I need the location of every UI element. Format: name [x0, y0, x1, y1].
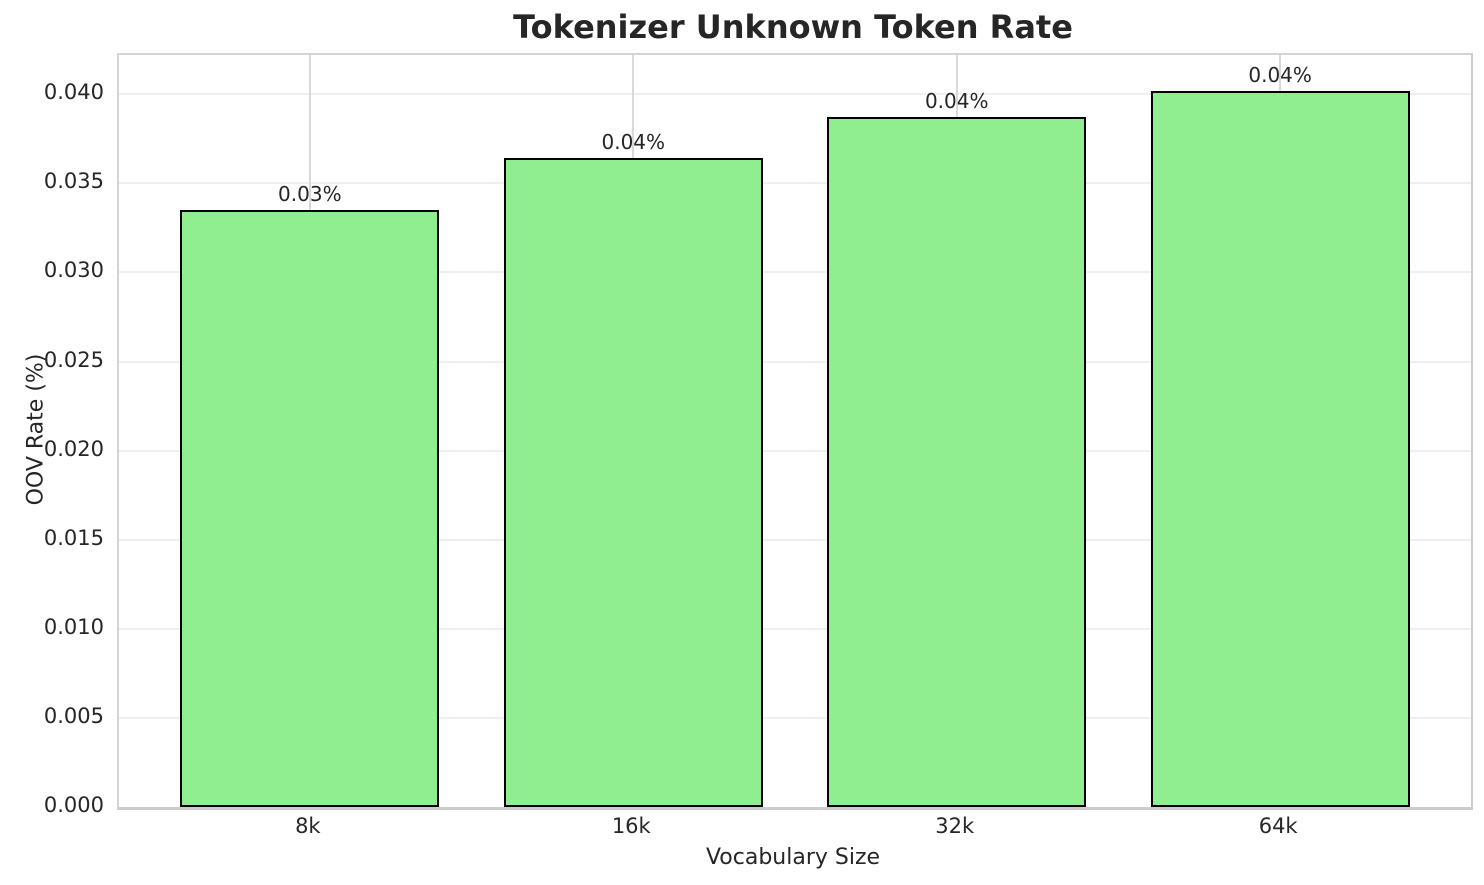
- x-tick-label-8k: 8k: [295, 814, 321, 838]
- horizontal-gridline: [119, 627, 1471, 630]
- y-tick-label: 0.020: [43, 436, 104, 461]
- plot-area: 0.03% 0.04% 0.04% 0.04%: [117, 53, 1473, 810]
- y-tick-label: 0.015: [43, 525, 104, 550]
- bar-64k: [1150, 90, 1410, 807]
- bar-8k: [180, 210, 440, 807]
- x-tick-label-16k: 16k: [611, 814, 651, 838]
- y-tick-label: 0.040: [43, 80, 104, 105]
- bar-32k: [827, 117, 1087, 807]
- bar-value-label: 0.04%: [1248, 62, 1312, 87]
- bar-value-label: 0.04%: [924, 89, 989, 114]
- horizontal-gridline: [119, 716, 1471, 719]
- y-tick-label: 0.030: [43, 258, 104, 283]
- horizontal-gridline: [119, 538, 1471, 541]
- bar-value-label: 0.04%: [601, 130, 666, 155]
- y-tick-label: 0.035: [43, 169, 104, 194]
- horizontal-gridline: [119, 93, 1471, 96]
- y-tick-label: 0.025: [43, 347, 104, 372]
- x-tick-label-32k: 32k: [935, 814, 975, 838]
- x-axis-label: Vocabulary Size: [705, 845, 881, 870]
- horizontal-gridline: [119, 271, 1471, 274]
- chart-title: Tokenizer Unknown Token Rate: [513, 8, 1073, 46]
- x-tick-label-64k: 64k: [1258, 814, 1298, 838]
- y-tick-label: 0.005: [43, 703, 104, 728]
- bar-16k: [503, 158, 763, 807]
- bar-value-label: 0.03%: [278, 182, 342, 207]
- horizontal-gridline: [119, 360, 1471, 363]
- y-tick-label: 0.010: [43, 614, 104, 639]
- y-tick-label: 0.000: [43, 793, 104, 817]
- horizontal-gridline: [119, 449, 1471, 452]
- horizontal-gridline: [119, 182, 1471, 185]
